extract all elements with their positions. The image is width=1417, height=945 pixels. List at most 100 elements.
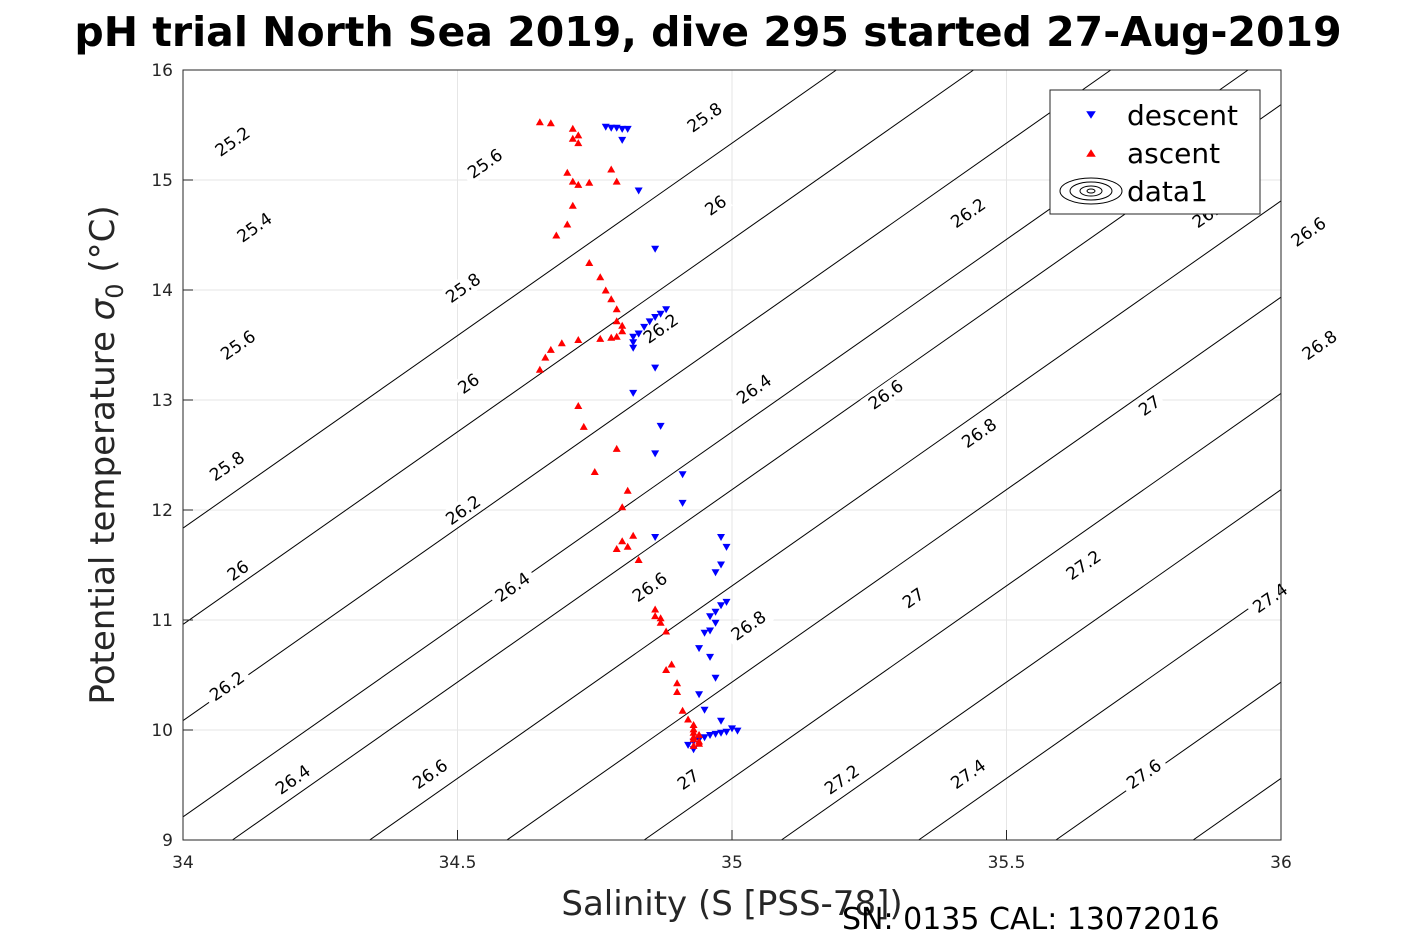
- descent-point: [656, 310, 665, 318]
- contour-label-bg: [728, 367, 780, 411]
- descent-point: [711, 608, 720, 616]
- ascent-point: [684, 715, 693, 723]
- descent-point: [695, 691, 704, 699]
- contour-label-bg: [207, 119, 258, 164]
- descent-point: [618, 125, 627, 133]
- descent-point: [623, 125, 632, 133]
- ascent-point: [552, 231, 561, 239]
- contour-label-bg: [1118, 752, 1170, 796]
- contour-label-bg: [212, 323, 264, 367]
- descent-point: [607, 124, 616, 132]
- descent-point: [634, 187, 643, 195]
- descent-point: [700, 734, 709, 742]
- descent-point: [700, 629, 709, 637]
- ascent-point: [612, 177, 621, 185]
- descent-point: [717, 717, 726, 725]
- contour-label-bg: [1132, 389, 1167, 422]
- contour-label: 26.6: [1283, 209, 1334, 254]
- x-tick-label: 36: [1270, 853, 1292, 873]
- y-axis-label-subscript: 0: [101, 283, 129, 298]
- descent-point: [678, 499, 687, 507]
- descent-point: [678, 471, 687, 479]
- contour-label-bg: [1057, 543, 1109, 587]
- ascent-point: [667, 660, 676, 668]
- ascent-point: [596, 334, 605, 342]
- ascent-point: [585, 259, 594, 266]
- ascent-point: [596, 273, 605, 281]
- legend-descent-marker: [1086, 111, 1096, 119]
- contour-label-bg: [267, 757, 319, 802]
- descent-point: [700, 706, 709, 714]
- descent-point: [706, 732, 715, 739]
- descent-point: [722, 543, 731, 551]
- ascent-point: [695, 739, 704, 747]
- density-contour-line: [183, 70, 1112, 722]
- ascent-point: [546, 345, 555, 353]
- x-axis-label: Salinity (S [PSS-78]): [561, 884, 902, 924]
- contour-label-bg: [698, 189, 733, 222]
- contour-label-bg: [201, 444, 253, 488]
- ascent-point: [601, 286, 610, 294]
- y-tick-label: 11: [151, 611, 173, 631]
- ascent-point: [651, 612, 660, 620]
- descent-point: [684, 741, 693, 749]
- ascent-point: [535, 365, 544, 373]
- contour-label-bg: [1244, 576, 1296, 620]
- data-points: [535, 118, 742, 754]
- descent-point: [656, 422, 665, 430]
- ascent-point: [618, 503, 627, 511]
- ascent-point: [656, 614, 665, 622]
- ascent-point: [579, 422, 588, 430]
- ascent-point: [557, 339, 566, 347]
- descent-point: [662, 306, 671, 314]
- ascent-point: [662, 627, 671, 635]
- descent-point: [651, 534, 660, 541]
- legend-descent-label: descent: [1127, 99, 1238, 132]
- legend-ascent-marker: [1086, 149, 1096, 157]
- ascent-point: [574, 402, 583, 409]
- ascent-point: [574, 131, 583, 139]
- descent-point: [629, 339, 638, 347]
- descent-point: [651, 245, 660, 253]
- contour-label-bg: [437, 265, 489, 310]
- ascent-point: [568, 201, 577, 209]
- y-tick-label: 14: [151, 281, 173, 301]
- ascent-point: [535, 118, 544, 126]
- ascent-point: [689, 741, 698, 749]
- contour-label-bg: [404, 752, 456, 796]
- contour-label-bg: [942, 191, 994, 235]
- contour-label-bg: [451, 367, 486, 400]
- y-tick-label: 13: [151, 391, 173, 411]
- y-tick-label: 12: [151, 501, 173, 521]
- y-tick-label: 16: [151, 61, 173, 81]
- ascent-point: [607, 295, 616, 303]
- ascent-point: [689, 721, 698, 728]
- legend-data1-label: data1: [1127, 175, 1208, 208]
- ascent-point: [563, 220, 572, 228]
- ascent-point: [656, 618, 665, 626]
- ascent-point: [574, 336, 583, 343]
- x-tick-label: 34.5: [439, 853, 477, 873]
- contour-label-bg: [1283, 209, 1334, 254]
- ascent-point: [634, 556, 643, 563]
- contour-label-bg: [723, 603, 774, 648]
- ascent-point: [662, 666, 671, 673]
- descent-point: [629, 333, 638, 341]
- descent-point: [695, 645, 704, 653]
- descent-point: [645, 318, 654, 326]
- descent-point: [711, 619, 720, 627]
- contour-label-bg: [201, 664, 253, 708]
- ascent-point: [618, 537, 627, 545]
- density-contour-line: [506, 296, 1281, 840]
- grid-lines: [182, 69, 1282, 841]
- serial-calibration-note: SN: 0135 CAL: 13072016: [842, 902, 1220, 937]
- density-contour-line: [918, 585, 1281, 840]
- contour-label-bg: [670, 763, 706, 796]
- legend-ascent-label: ascent: [1127, 137, 1220, 170]
- legend-contour-icon: [1059, 177, 1123, 205]
- ascent-point: [673, 679, 682, 687]
- ascent-point: [541, 353, 550, 361]
- contour-label-bg: [437, 488, 489, 532]
- ascent-point: [546, 119, 555, 127]
- contour-label-bg: [895, 581, 931, 615]
